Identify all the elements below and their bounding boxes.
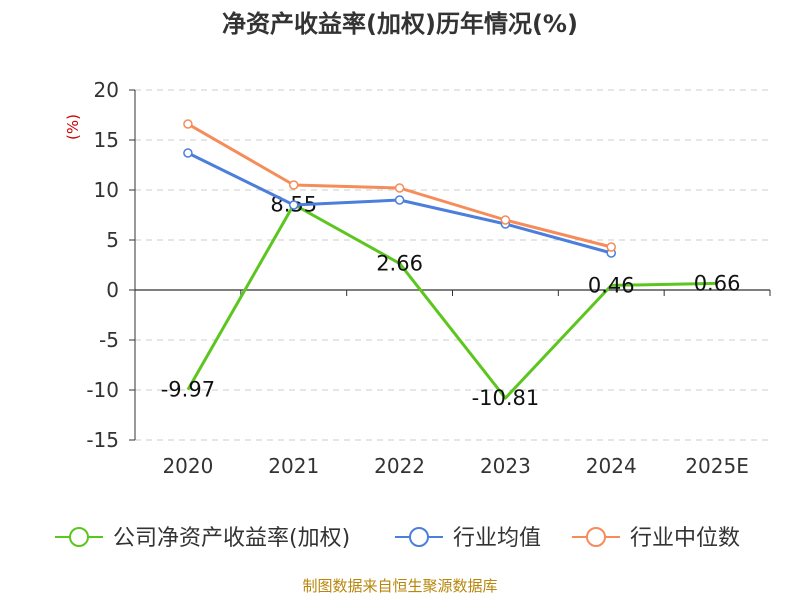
series-3-point: [394, 183, 405, 193]
x-tick-label: 2023: [480, 454, 531, 478]
data-label: -9.97: [161, 378, 215, 402]
data-label: -10.81: [472, 386, 540, 410]
series-3-point: [289, 180, 299, 190]
y-tick-label: 20: [94, 78, 119, 102]
series-3-point: [183, 119, 193, 129]
y-tick-label: -10: [86, 378, 119, 402]
y-tick-label: -15: [86, 428, 119, 452]
series-2-point: [183, 148, 193, 158]
y-tick-label: 5: [106, 228, 119, 252]
y-axis-unit-label: (%): [64, 114, 82, 140]
x-tick-label: 2022: [374, 454, 425, 478]
legend-label: 公司净资产收益率(加权): [113, 526, 350, 551]
x-tick-label: 2020: [162, 454, 213, 478]
y-tick-label: 0: [106, 278, 119, 302]
y-tick-label: 10: [94, 178, 119, 202]
x-tick-label: 2025E: [685, 454, 749, 478]
x-tick-label: 2021: [268, 454, 319, 478]
legend-marker: [586, 527, 606, 547]
legend-marker: [409, 527, 429, 547]
data-label: 0.66: [694, 271, 741, 295]
series-3-point: [500, 215, 511, 225]
data-label: 2.66: [376, 251, 423, 275]
y-tick-label: -5: [99, 328, 119, 352]
x-tick-label: 2024: [586, 454, 637, 478]
series-2-point: [394, 195, 405, 205]
legend-label: 行业均值: [453, 526, 541, 551]
source-footer: 制图数据来自恒生聚源数据库: [302, 577, 498, 595]
series-3-point: [606, 242, 616, 252]
chart-title: 净资产收益率(加权)历年情况(%): [222, 10, 578, 38]
series-line-1: [186, 203, 718, 400]
data-label: 0.46: [588, 273, 635, 297]
y-tick-label: 15: [94, 128, 119, 152]
legend-label: 行业中位数: [630, 526, 740, 551]
legend-marker: [69, 527, 89, 547]
series-2-point: [289, 200, 299, 210]
